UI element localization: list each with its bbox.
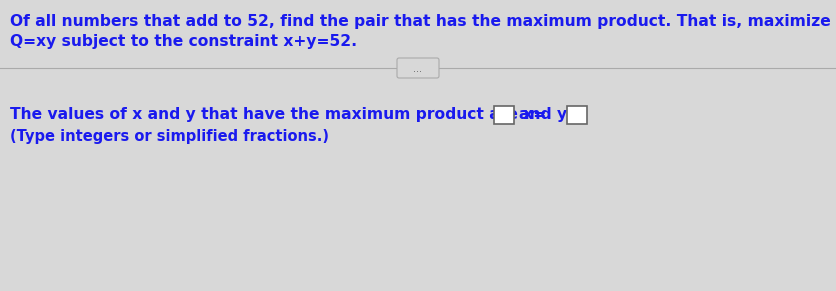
Text: Q=xy subject to the constraint x+y=52.: Q=xy subject to the constraint x+y=52. <box>10 34 357 49</box>
Bar <box>494 106 514 124</box>
Bar <box>567 106 587 124</box>
FancyBboxPatch shape <box>397 58 439 78</box>
Text: ...: ... <box>414 64 422 74</box>
Text: The values of x and y that have the maximum product are x=: The values of x and y that have the maxi… <box>10 107 546 122</box>
Text: (Type integers or simplified fractions.): (Type integers or simplified fractions.) <box>10 129 329 144</box>
Text: Of all numbers that add to 52, find the pair that has the maximum product. That : Of all numbers that add to 52, find the … <box>10 14 836 29</box>
Text: and y=: and y= <box>519 107 580 122</box>
